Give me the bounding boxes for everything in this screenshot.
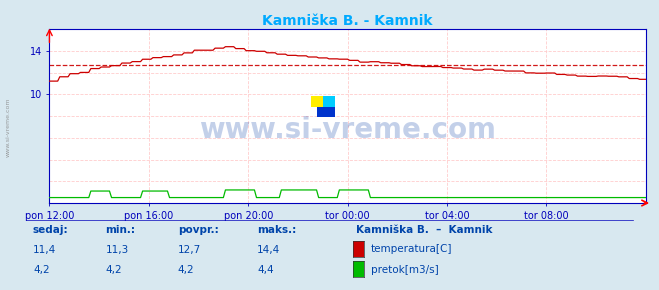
- Text: 4,4: 4,4: [257, 266, 273, 275]
- Text: www.si-vreme.com: www.si-vreme.com: [199, 116, 496, 144]
- Text: min.:: min.:: [105, 225, 136, 235]
- Text: sedaj:: sedaj:: [33, 225, 69, 235]
- Text: 11,3: 11,3: [105, 245, 129, 255]
- Title: Kamniška B. - Kamnik: Kamniška B. - Kamnik: [262, 14, 433, 28]
- Text: Kamniška B.  –  Kamnik: Kamniška B. – Kamnik: [356, 225, 492, 235]
- Text: 4,2: 4,2: [105, 266, 122, 275]
- Text: 4,2: 4,2: [178, 266, 194, 275]
- Text: pretok[m3/s]: pretok[m3/s]: [371, 265, 439, 275]
- Text: 11,4: 11,4: [33, 245, 56, 255]
- Text: www.si-vreme.com: www.si-vreme.com: [5, 98, 11, 157]
- Text: temperatura[C]: temperatura[C]: [371, 244, 453, 254]
- Text: povpr.:: povpr.:: [178, 225, 219, 235]
- Text: 12,7: 12,7: [178, 245, 201, 255]
- Text: 14,4: 14,4: [257, 245, 280, 255]
- Text: maks.:: maks.:: [257, 225, 297, 235]
- Text: 4,2: 4,2: [33, 266, 49, 275]
